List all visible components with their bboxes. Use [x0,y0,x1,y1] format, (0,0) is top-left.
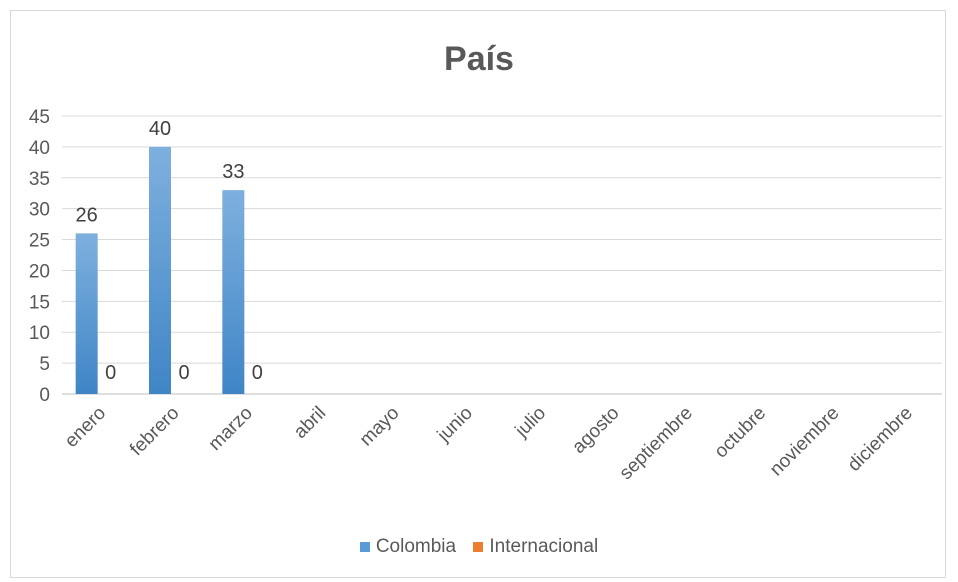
x-tick-label-julio: julio [511,403,550,442]
y-tick-label-40: 40 [29,138,50,159]
x-tick-label-septiembre: septiembre [616,403,697,484]
legend-label-internacional: Internacional [489,536,599,557]
y-tick-label-15: 15 [29,292,50,313]
x-tick-label-octubre: octubre [711,403,771,463]
y-tick-label-10: 10 [29,323,50,344]
y-tick-label-45: 45 [29,107,50,128]
y-tick-label-25: 25 [29,231,50,252]
data-label-internacional-enero: 0 [105,362,116,384]
legend-swatch-colombia [359,542,370,552]
x-tick-label-marzo: marzo [205,403,257,455]
bar-colombia-enero [75,233,98,394]
x-tick-label-enero: enero [61,403,110,452]
x-tick-label-agosto: agosto [568,403,623,458]
bar-colombia-marzo [222,190,245,394]
chart-title: País [444,40,514,78]
x-tick-label-diciembre: diciembre [844,403,917,476]
data-label-colombia-enero: 26 [76,204,98,226]
data-label-internacional-marzo: 0 [252,362,263,384]
y-tick-label-0: 0 [39,385,50,406]
y-tick-label-20: 20 [29,261,50,282]
data-label-colombia-febrero: 40 [149,118,171,140]
legend-label-colombia: Colombia [375,536,457,557]
data-label-colombia-marzo: 33 [222,161,244,183]
y-tick-label-5: 5 [39,354,50,375]
data-label-internacional-febrero: 0 [178,362,189,384]
x-tick-label-noviembre: noviembre [766,403,844,481]
legend-swatch-internacional [473,542,484,552]
bar-colombia-febrero [149,146,171,394]
y-tick-label-35: 35 [29,169,50,190]
x-tick-label-mayo: mayo [356,403,404,451]
legend-item-colombia: Colombia [359,536,457,558]
x-tick-label-junio: junio [433,403,477,447]
x-tick-label-abril: abril [290,403,330,443]
x-tick-label-febrero: febrero [126,403,183,460]
y-tick-label-30: 30 [29,200,50,221]
legend-item-internacional: Internacional [473,536,598,558]
legend: Colombia Internacional [0,536,958,558]
